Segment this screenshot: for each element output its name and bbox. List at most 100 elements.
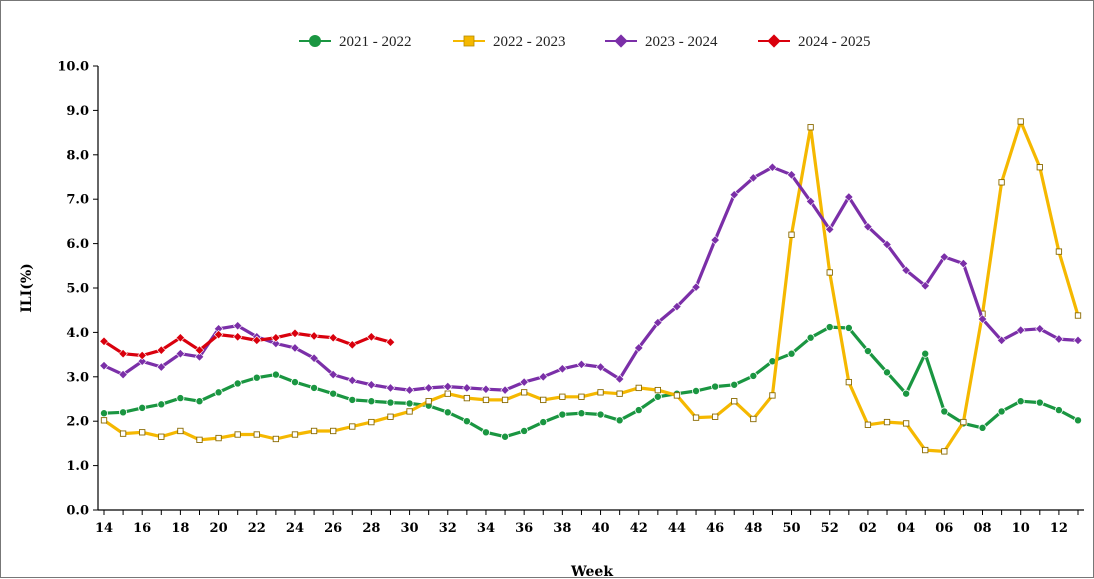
series-layer [99, 118, 1083, 455]
data-point [941, 448, 948, 455]
data-point [691, 282, 701, 292]
data-point [252, 335, 262, 346]
data-point [214, 388, 223, 397]
series-line [103, 119, 1080, 453]
data-point [996, 335, 1007, 346]
legend-label: 2022 - 2023 [493, 34, 566, 50]
data-point [882, 239, 892, 250]
y-tick-label: 0.0 [66, 504, 89, 519]
data-point [290, 343, 300, 353]
legend-label: 2024 - 2025 [798, 34, 871, 50]
data-point [710, 235, 720, 245]
x-tick-label: 44 [668, 521, 686, 536]
data-point [196, 436, 203, 443]
data-point [939, 252, 949, 262]
data-point [998, 179, 1005, 186]
data-point [1017, 118, 1024, 125]
x-tick-label: 52 [821, 521, 839, 536]
data-point [539, 418, 548, 427]
data-point [1035, 324, 1045, 334]
data-point [786, 170, 797, 180]
x-tick-label: 02 [859, 521, 877, 536]
data-point [118, 369, 128, 380]
data-point [845, 378, 852, 386]
data-point [138, 403, 147, 412]
x-tick-label: 46 [706, 521, 724, 536]
data-point [328, 369, 338, 380]
data-point [329, 389, 338, 398]
data-point [540, 396, 547, 404]
data-point [788, 231, 795, 238]
data-point [978, 423, 987, 432]
legend-label: 2023 - 2024 [645, 34, 718, 50]
x-tick-label: 24 [286, 521, 304, 536]
series-line [103, 165, 1079, 392]
series-2 [100, 118, 1082, 455]
data-point [749, 371, 758, 380]
data-point [844, 323, 853, 332]
data-point [158, 433, 165, 440]
data-point [922, 446, 929, 454]
data-point [538, 372, 548, 382]
data-point [595, 362, 606, 372]
data-point [500, 385, 510, 395]
data-point [290, 378, 299, 387]
data-point [634, 343, 644, 353]
data-point [387, 413, 394, 420]
data-point [234, 431, 241, 438]
data-point [348, 395, 357, 404]
x-tick-label: 42 [630, 521, 648, 536]
data-point [118, 349, 128, 359]
data-point [157, 400, 166, 409]
data-point [215, 434, 222, 442]
x-tick-label: 30 [401, 521, 419, 536]
y-tick-label: 4.0 [66, 326, 89, 341]
data-point [253, 431, 260, 438]
data-point [233, 321, 243, 331]
data-point [807, 124, 814, 131]
data-point [844, 192, 854, 202]
data-point [1074, 312, 1082, 319]
data-point [614, 374, 625, 384]
data-point [653, 392, 662, 401]
data-point [137, 356, 147, 366]
data-point [119, 408, 128, 417]
data-point [731, 398, 738, 405]
x-tick-label: 34 [477, 521, 495, 536]
data-point [673, 392, 681, 399]
data-point [615, 416, 624, 425]
data-point [901, 265, 911, 275]
y-tick-label: 1.0 [66, 459, 89, 474]
y-tick-label: 9.0 [66, 104, 89, 119]
legend-item: 2024 - 2025 [758, 34, 871, 50]
x-tick-label: 08 [973, 521, 991, 536]
data-point [347, 340, 357, 350]
legend-item: 2023 - 2024 [605, 34, 718, 50]
x-tick-label: 12 [1050, 521, 1068, 536]
data-point [139, 429, 146, 436]
data-point [1054, 406, 1063, 415]
data-point [100, 409, 109, 418]
data-point [787, 349, 796, 358]
data-point [902, 389, 911, 398]
legend-label: 2021 - 2022 [339, 34, 412, 50]
x-tick-label: 06 [935, 521, 953, 536]
y-tick-label: 2.0 [66, 415, 89, 430]
data-point [1035, 398, 1044, 407]
x-tick-label: 36 [515, 521, 533, 536]
data-point [750, 415, 757, 423]
data-point [481, 384, 491, 394]
data-point [863, 222, 873, 232]
data-point [386, 398, 395, 407]
data-point [423, 383, 434, 393]
data-point [290, 328, 300, 338]
data-point [176, 394, 185, 403]
data-point [481, 428, 490, 437]
data-point [99, 336, 109, 346]
data-point [940, 407, 949, 416]
y-tick-label: 10.0 [57, 60, 89, 75]
data-point [99, 361, 109, 371]
data-point [883, 418, 891, 426]
